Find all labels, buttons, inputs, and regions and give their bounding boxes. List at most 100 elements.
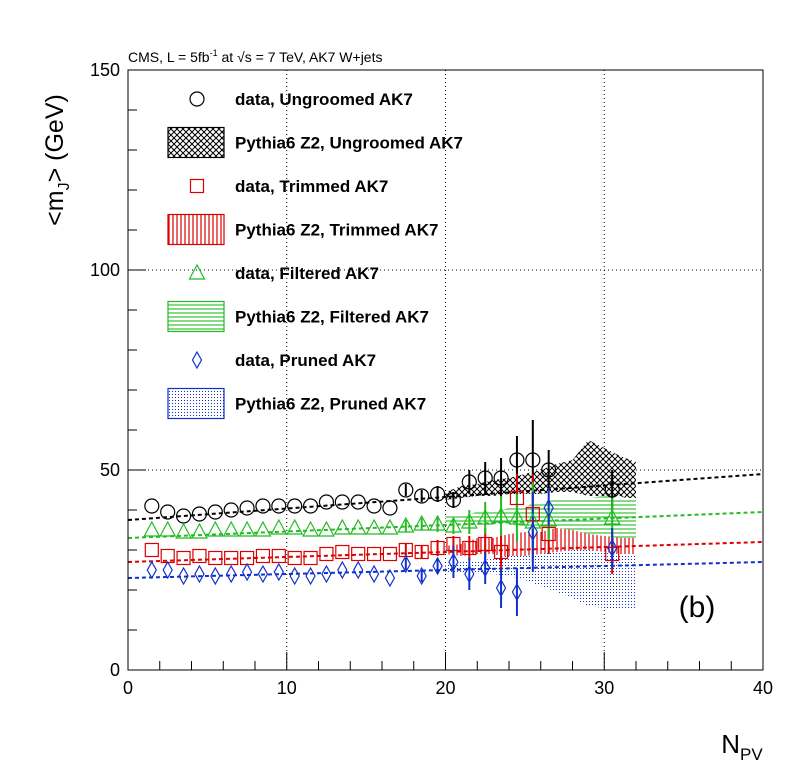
y-tick-label: 50	[100, 460, 120, 480]
data-point-filtered	[317, 520, 335, 537]
data-point-trimmed	[335, 544, 350, 560]
data-point-ungroomed	[366, 498, 382, 514]
legend-marker-filtered	[188, 263, 206, 280]
data-point-trimmed	[605, 546, 620, 562]
x-tick-label: 10	[277, 678, 297, 698]
x-tick-label: 30	[594, 678, 614, 698]
mc-band-pruned	[445, 550, 636, 610]
data-point-filtered	[270, 518, 288, 535]
legend-entry: Pythia6 Z2, Trimmed AK7	[167, 213, 438, 246]
data-point-filtered	[540, 510, 558, 527]
data-point-ungroomed	[207, 504, 223, 520]
data-point-ungroomed	[287, 498, 303, 514]
data-point-pruned	[495, 578, 507, 598]
legend-entry: data, Ungroomed AK7	[189, 90, 413, 109]
data-point-filtered	[444, 516, 462, 533]
data-point-pruned	[225, 564, 237, 584]
data-point-filtered	[333, 518, 351, 535]
data-point-trimmed	[351, 546, 366, 562]
header-text: CMS, L = 5fb-1 at √s = 7 TeV, AK7 W+jets	[128, 48, 382, 65]
data-point-filtered	[349, 518, 367, 535]
data-point-trimmed	[446, 536, 461, 552]
data-point-filtered	[429, 514, 447, 531]
data-point-pruned	[479, 558, 491, 578]
error-bars	[404, 420, 614, 616]
data-point-ungroomed	[255, 498, 271, 514]
data-point-filtered	[460, 512, 478, 529]
data-point-trimmed	[224, 550, 239, 566]
data-point-filtered	[238, 520, 256, 537]
data-point-pruned	[606, 538, 618, 558]
legend-marker-ungroomed	[189, 91, 205, 107]
legend-entry: Pythia6 Z2, Ungroomed AK7	[167, 126, 463, 159]
data-point-filtered	[175, 522, 193, 539]
panel-label: (b)	[679, 591, 716, 624]
data-point-filtered	[381, 518, 399, 535]
data-point-pruned	[321, 564, 332, 584]
data-point-ungroomed	[525, 452, 541, 468]
legend-label: Pythia6 Z2, Trimmed AK7	[235, 221, 438, 240]
data-point-pruned	[448, 552, 459, 572]
fit-line-trimmed	[128, 541, 763, 563]
data-point-pruned	[416, 566, 427, 586]
data-point-trimmed	[144, 542, 159, 558]
data-point-trimmed	[525, 506, 540, 522]
data-point-pruned	[146, 560, 158, 580]
data-point-trimmed	[176, 550, 191, 566]
data-point-filtered	[476, 508, 494, 525]
legend-marker-trimmed	[189, 178, 205, 194]
y-axis-title: <mJ> (GeV)	[41, 94, 73, 226]
data-point-trimmed	[430, 540, 445, 556]
data-point-filtered	[397, 516, 415, 533]
data-point-pruned	[257, 564, 269, 584]
data-point-pruned	[527, 522, 539, 542]
x-tick-label: 0	[123, 678, 133, 698]
legend-entry: data, Trimmed AK7	[189, 177, 388, 196]
legend-label: Pythia6 Z2, Pruned AK7	[235, 395, 426, 414]
data-point-trimmed	[509, 490, 525, 506]
data-point-filtered	[492, 506, 510, 523]
data-point-pruned	[464, 564, 475, 584]
data-point-filtered	[222, 520, 240, 537]
data-point-ungroomed	[604, 482, 620, 498]
legend-label: data, Trimmed AK7	[235, 177, 388, 196]
legend-swatch-trimmed	[167, 213, 225, 246]
data-point-ungroomed	[414, 488, 430, 504]
data-point-pruned	[194, 564, 205, 584]
data-point-ungroomed	[509, 452, 525, 468]
data-point-filtered	[206, 520, 224, 537]
data-point-trimmed	[462, 540, 477, 556]
data-point-pruned	[273, 562, 285, 582]
fit-line-pruned	[128, 561, 763, 579]
data-point-trimmed	[192, 548, 207, 564]
data-point-pruned	[289, 566, 300, 586]
legend-entry: data, Pruned AK7	[191, 350, 376, 370]
data-point-trimmed	[366, 546, 382, 562]
data-point-filtered	[159, 520, 177, 537]
data-point-ungroomed	[461, 474, 477, 490]
data-point-ungroomed	[541, 462, 557, 478]
legend-swatch-ungroomed	[167, 126, 225, 159]
data-point-ungroomed	[445, 492, 462, 508]
y-tick-label: 150	[90, 60, 120, 80]
data-point-ungroomed	[429, 486, 446, 502]
legend-marker-pruned	[191, 350, 203, 370]
legend: data, Ungroomed AK7 Pythia6 Z2, Ungroomed…	[167, 90, 463, 420]
data-point-ungroomed	[398, 482, 414, 498]
tick-labels: 0 10 20 30 40 0 50 100 150	[90, 60, 773, 698]
data-point-filtered	[603, 508, 621, 525]
data-point-filtered	[254, 520, 272, 537]
data-point-trimmed	[382, 546, 398, 562]
data-point-pruned	[384, 568, 396, 588]
data-point-ungroomed	[318, 494, 335, 510]
x-tick-label: 20	[435, 678, 455, 698]
x-tick-label: 40	[753, 678, 773, 698]
data-point-pruned	[178, 566, 189, 586]
data-point-ungroomed	[160, 504, 176, 520]
data-point-ungroomed	[271, 498, 287, 514]
data-point-filtered	[286, 518, 304, 535]
legend-label: Pythia6 Z2, Ungroomed AK7	[235, 134, 463, 153]
legend-entry: Pythia6 Z2, Filtered AK7	[167, 300, 429, 333]
y-tick-label: 100	[90, 260, 120, 280]
